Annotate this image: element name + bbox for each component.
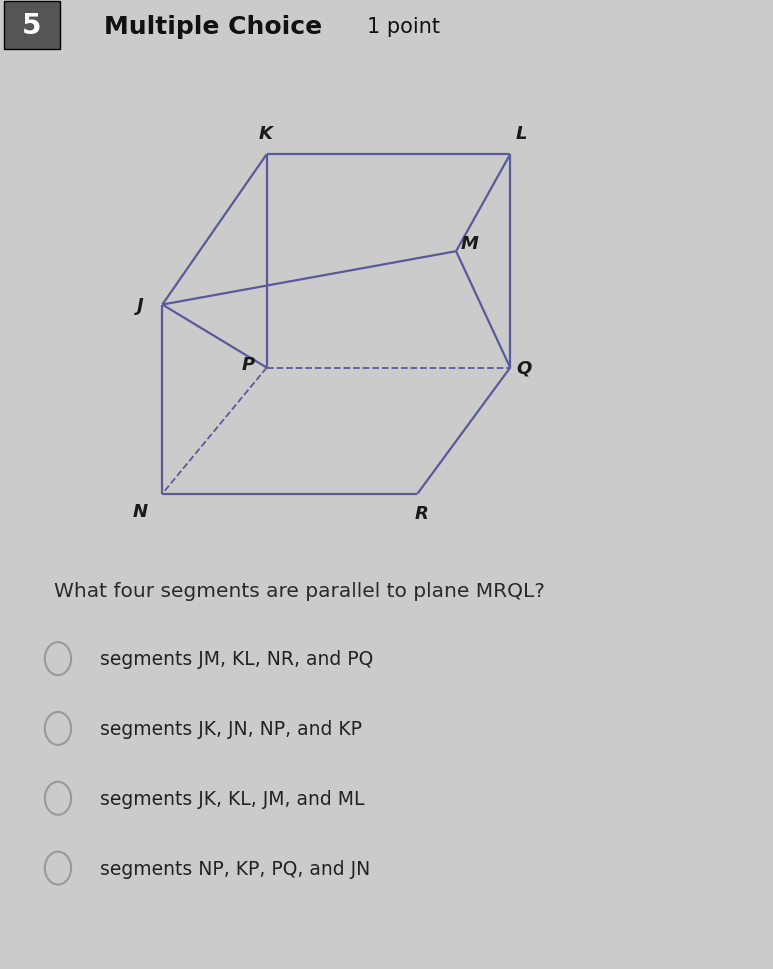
Text: segments JK, JN, NP, and KP: segments JK, JN, NP, and KP [100, 719, 363, 738]
Text: N: N [133, 503, 148, 520]
Text: segments NP, KP, PQ, and JN: segments NP, KP, PQ, and JN [100, 859, 371, 878]
Text: What four segments are parallel to plane MRQL?: What four segments are parallel to plane… [54, 581, 545, 601]
Text: Q: Q [516, 359, 532, 377]
Text: segments JM, KL, NR, and PQ: segments JM, KL, NR, and PQ [100, 649, 373, 669]
Text: M: M [461, 235, 479, 253]
Text: L: L [516, 125, 527, 142]
Text: Multiple Choice: Multiple Choice [104, 16, 322, 39]
Text: K: K [258, 125, 272, 142]
Text: J: J [138, 297, 144, 314]
FancyBboxPatch shape [4, 2, 60, 50]
Text: 1 point: 1 point [367, 17, 440, 37]
Text: 5: 5 [22, 13, 42, 40]
Text: R: R [414, 505, 428, 522]
Text: P: P [241, 356, 255, 373]
Text: segments JK, KL, JM, and ML: segments JK, KL, JM, and ML [100, 789, 365, 808]
